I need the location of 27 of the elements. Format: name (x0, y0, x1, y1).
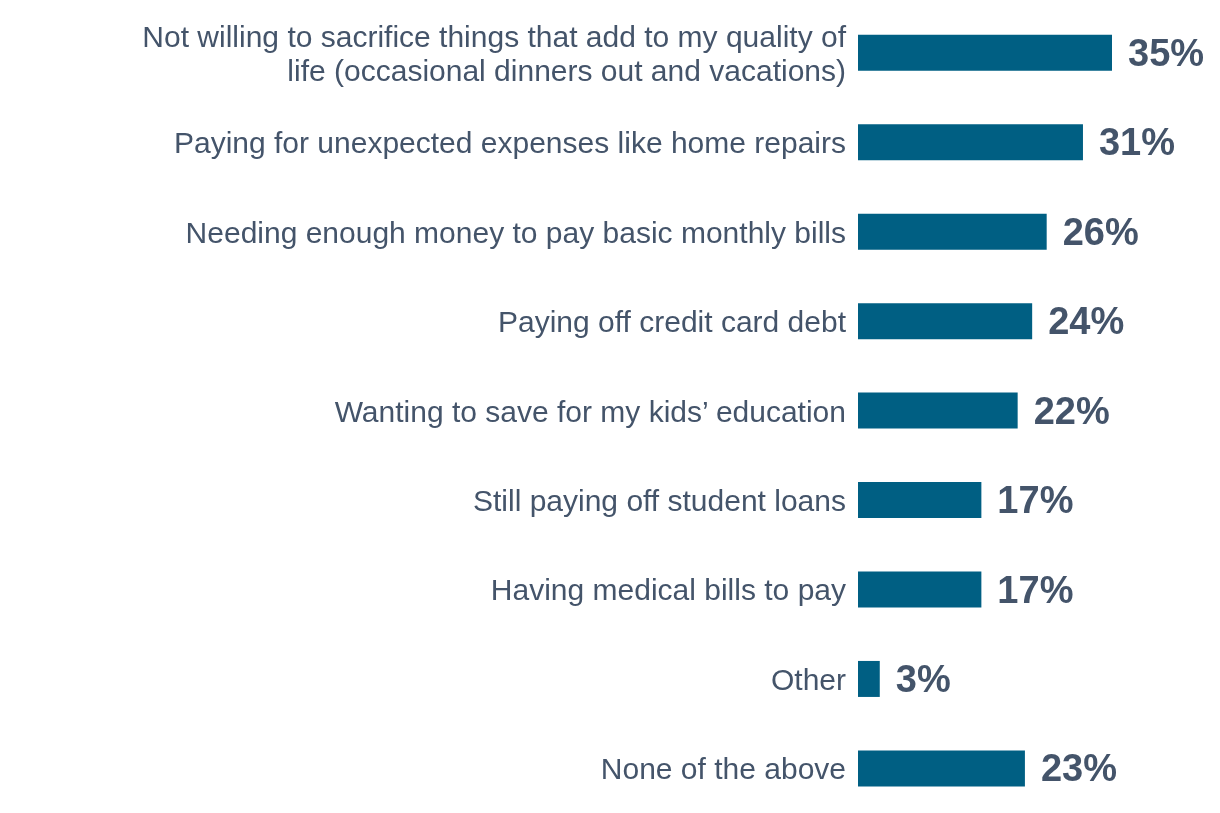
y-tick-label: Needing enough money to pay basic monthly bills (185, 215, 846, 249)
bar (858, 213, 1047, 250)
bar (858, 660, 880, 697)
y-tick-label: Still paying off student loans (472, 483, 846, 517)
y-tick-label: Not willing to sacrifice things that add to my quality of life (occasional dinners out and vacations) (142, 19, 847, 87)
bar (858, 34, 1112, 71)
data-label: 24% (1048, 300, 1125, 343)
bar (858, 750, 1025, 787)
bar (858, 303, 1033, 340)
data-label: 17% (997, 568, 1074, 611)
bar (858, 571, 982, 608)
y-tick-label: Having medical bills to pay (490, 572, 846, 606)
data-label: 26% (1062, 210, 1139, 253)
data-label: 35% (1128, 31, 1205, 74)
bar (858, 124, 1083, 161)
data-label: 31% (1098, 121, 1176, 164)
y-tick-label: Paying off credit card debt (498, 304, 847, 338)
bar (858, 482, 982, 519)
data-label: 23% (1040, 747, 1117, 790)
data-label: 17% (997, 479, 1074, 522)
y-tick-label: Wanting to save for my kids’ education (334, 394, 846, 427)
y-tick-label: Other (770, 662, 847, 696)
data-label: 3% (895, 657, 951, 700)
y-tick-label: Paying for unexpected expenses like home repairs (173, 125, 846, 159)
y-tick-label: None of the above (600, 751, 846, 785)
bar (858, 392, 1018, 429)
data-label: 22% (1033, 389, 1110, 432)
